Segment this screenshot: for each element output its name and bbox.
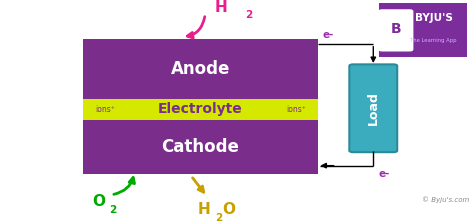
- Text: e-: e-: [378, 169, 389, 179]
- Text: O: O: [223, 202, 236, 217]
- Bar: [83, 39, 318, 99]
- Text: BYJU'S: BYJU'S: [415, 13, 453, 23]
- Text: 2: 2: [109, 205, 116, 215]
- Text: B: B: [391, 22, 401, 36]
- Text: ions⁺: ions⁺: [95, 105, 115, 114]
- Text: The Learning App: The Learning App: [410, 38, 457, 43]
- Bar: [83, 99, 318, 120]
- FancyBboxPatch shape: [349, 64, 397, 152]
- FancyBboxPatch shape: [374, 0, 472, 61]
- Text: Load: Load: [367, 91, 380, 125]
- Text: Anode: Anode: [171, 60, 230, 78]
- Text: Cathode: Cathode: [161, 138, 239, 156]
- Text: e-: e-: [322, 30, 334, 40]
- Text: 2: 2: [216, 213, 223, 221]
- Text: H: H: [215, 0, 228, 15]
- Text: Electrolyte: Electrolyte: [158, 102, 243, 116]
- Bar: [83, 120, 318, 174]
- Text: H: H: [198, 202, 210, 217]
- Text: 2: 2: [246, 10, 253, 20]
- Text: O: O: [92, 194, 105, 210]
- Text: ions⁺: ions⁺: [286, 105, 306, 114]
- FancyBboxPatch shape: [378, 9, 413, 51]
- Text: © Byju's.com: © Byju's.com: [422, 196, 469, 203]
